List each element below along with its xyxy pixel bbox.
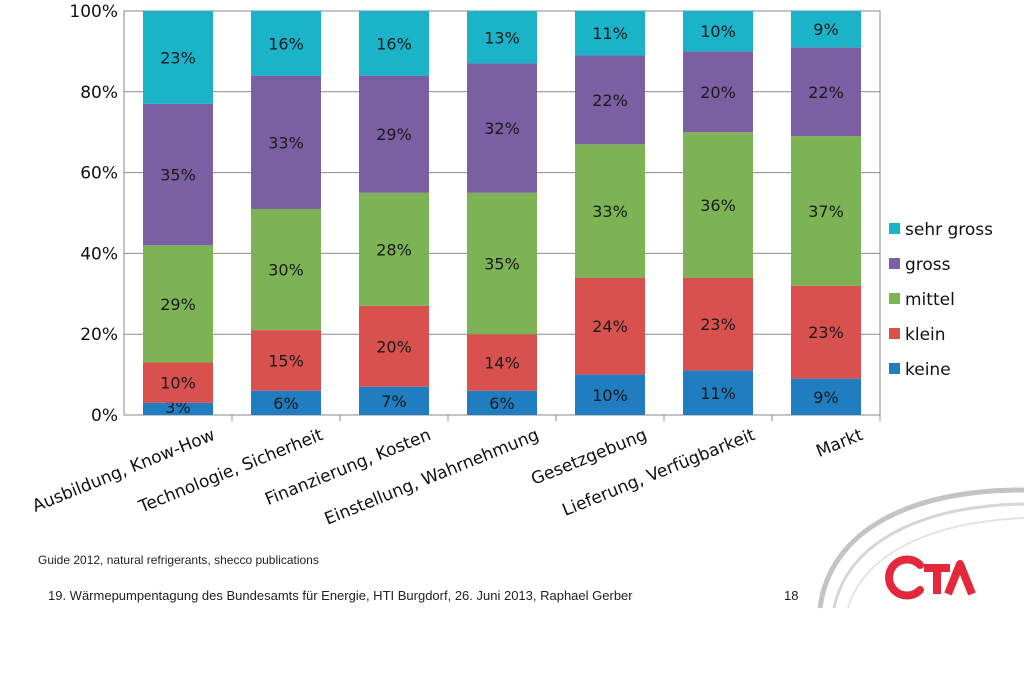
category-label: Lieferung, Verfügbarkeit [560,425,759,521]
data-label: 15% [268,351,304,370]
data-label: 6% [273,394,298,413]
legend-swatch [889,258,900,269]
bar-segment [467,63,537,193]
bar-segment [251,75,321,209]
data-label: 36% [700,196,736,215]
bar-segment [359,11,429,76]
bar-segment [251,11,321,76]
bar-segment [575,55,645,145]
data-label: 10% [592,386,628,405]
category-label: Markt [813,425,866,462]
data-label: 24% [592,317,628,336]
bar-segment [683,11,753,52]
bar-segment [143,362,213,403]
bar-segment [251,330,321,391]
bar-segment [251,390,321,415]
bar-segment [359,386,429,415]
bar-segment [683,370,753,415]
data-label: 10% [160,374,196,393]
data-label: 6% [489,394,514,413]
bar-segment [143,402,213,415]
bar-segment [791,136,861,286]
legend-label: mittel [905,290,955,310]
y-tick-label: 0% [91,406,118,426]
data-label: 7% [381,392,406,411]
legend-swatch [889,293,900,304]
bar-segment [791,47,861,137]
bar-segment [575,11,645,56]
bar-segment [359,75,429,193]
bar-segment [683,51,753,133]
bar-segment [251,208,321,331]
data-label: 35% [160,166,196,185]
bar-segment [143,245,213,363]
data-label: 33% [592,202,628,221]
legend-label: klein [905,325,946,345]
bar-segment [143,103,213,246]
bar-segment [575,277,645,375]
bar-segment [143,11,213,104]
category-label: Technologie, Sicherheit [135,425,326,518]
bar-segment [359,192,429,306]
data-label: 20% [700,83,736,102]
legend-label: gross [905,255,951,275]
data-label: 29% [376,125,412,144]
stacked-bar-chart: 0%20%40%60%80%100%3%10%29%35%23%Ausbildu… [30,2,993,530]
y-tick-label: 100% [69,2,118,22]
legend-swatch [889,328,900,339]
data-label: 11% [592,24,628,43]
data-label: 23% [700,315,736,334]
cta-logo [885,555,976,600]
bar-segment [467,390,537,415]
y-tick-label: 40% [80,244,118,264]
data-label: 9% [813,388,838,407]
data-label: 16% [376,34,412,53]
data-label: 29% [160,295,196,314]
category-label: Ausbildung, Know-How [30,425,218,517]
legend-swatch [889,363,900,374]
data-label: 22% [808,83,844,102]
bar-segment [467,192,537,335]
data-label: 10% [700,22,736,41]
legend-label: sehr gross [905,220,993,240]
bar-segment [467,334,537,391]
data-label: 28% [376,240,412,259]
source-note: Guide 2012, natural refrigerants, shecco… [38,553,319,567]
page-number: 18 [784,588,799,603]
data-label: 35% [484,255,520,274]
y-tick-label: 60% [80,164,118,184]
data-label: 14% [484,353,520,372]
bar-segment [791,11,861,48]
legend-label: keine [905,360,951,380]
bar-segment [683,277,753,371]
data-label: 33% [268,133,304,152]
data-label: 9% [813,20,838,39]
data-label: 30% [268,261,304,280]
legend-swatch [889,223,900,234]
data-label: 37% [808,202,844,221]
data-label: 32% [484,119,520,138]
bar-segment [791,378,861,415]
bar-segment [467,11,537,64]
data-label: 11% [700,384,736,403]
data-label: 23% [808,323,844,342]
data-label: 22% [592,91,628,110]
footer-text: 19. Wärmepumpentagung des Bundesamts für… [48,588,633,603]
data-label: 20% [376,337,412,356]
y-tick-label: 20% [80,325,118,345]
cta-logo-area [817,487,1024,609]
y-tick-label: 80% [80,83,118,103]
bar-segment [575,144,645,278]
bar-segment [791,285,861,379]
data-label: 23% [160,48,196,67]
bar-segment [683,132,753,278]
bar-segment [575,374,645,415]
data-label: 16% [268,34,304,53]
data-label: 13% [484,28,520,47]
bar-segment [359,305,429,387]
